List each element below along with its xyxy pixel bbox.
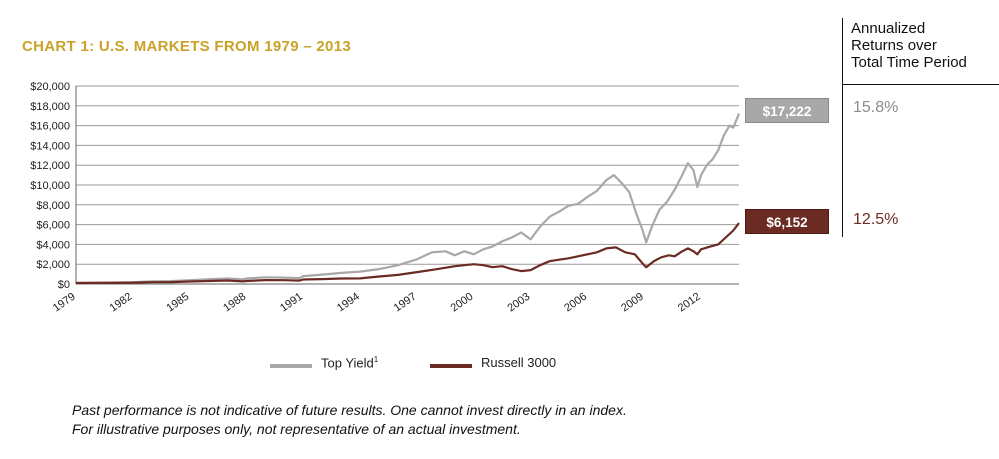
x-tick-label: 1979 xyxy=(51,291,78,315)
y-axis-tick-labels: $0 $2,000 $4,000 $6,000 $8,000 $10,000 $12,000… xyxy=(30,81,70,291)
y-tick-label: $16,000 xyxy=(30,121,70,133)
y-tick-label: $18,000 xyxy=(30,101,70,113)
x-tick-label: 1988 xyxy=(221,291,248,315)
chart-title: CHART 1: U.S. MARKETS FROM 1979 – 2013 xyxy=(22,38,351,55)
annualized-returns-header: Annualized Returns over Total Time Perio… xyxy=(851,20,967,71)
top-yield-end-value-badge: $17,222 xyxy=(745,98,829,123)
legend-footnote-marker: 1 xyxy=(373,355,379,364)
top-yield-annualized-return: 15.8% xyxy=(853,99,899,116)
legend-label-russell: Russell 3000 xyxy=(481,355,557,370)
russell-annualized-return: 12.5% xyxy=(853,211,899,228)
x-tick-label: 1997 xyxy=(392,291,419,315)
x-tick-label: 2000 xyxy=(449,291,476,315)
gridlines xyxy=(75,85,739,285)
series-line-top-yield xyxy=(75,113,741,285)
x-axis-tick-labels: 1979 1982 1985 1988 1991 1994 1997 2000 2003 2006… xyxy=(51,291,703,315)
y-tick-label: $2,000 xyxy=(36,259,70,271)
x-tick-label: 1991 xyxy=(278,291,305,315)
legend-text-top-yield: Top Yield xyxy=(321,355,374,371)
y-tick-label: $8,000 xyxy=(36,200,70,212)
x-tick-label: 1982 xyxy=(108,291,135,315)
x-tick-label: 1994 xyxy=(335,291,362,315)
x-tick-label: 2006 xyxy=(562,291,589,315)
x-tick-label: 2003 xyxy=(505,291,532,315)
x-tick-label: 2012 xyxy=(676,291,703,315)
side-column-divider xyxy=(842,18,843,237)
x-tick-label: 1985 xyxy=(164,291,191,315)
y-tick-label: $12,000 xyxy=(30,160,70,172)
series-line-russell-3000 xyxy=(75,222,740,285)
legend-swatch-russell xyxy=(430,364,472,368)
y-tick-label: $20,000 xyxy=(30,81,70,93)
y-tick-label: $0 xyxy=(58,279,70,291)
disclaimer-footnote: Past performance is not indicative of fu… xyxy=(72,402,627,437)
russell-end-value-badge: $6,152 xyxy=(745,209,829,234)
legend-swatch-top-yield xyxy=(270,364,312,368)
y-tick-label: $4,000 xyxy=(36,239,70,251)
x-tick-label: 2009 xyxy=(619,291,646,315)
legend-label-top-yield: Top Yield1 xyxy=(321,355,378,370)
series-lines xyxy=(75,113,741,285)
header-divider xyxy=(842,84,999,85)
y-tick-label: $14,000 xyxy=(30,140,70,152)
y-tick-label: $6,000 xyxy=(36,220,70,232)
y-tick-label: $10,000 xyxy=(30,180,70,192)
